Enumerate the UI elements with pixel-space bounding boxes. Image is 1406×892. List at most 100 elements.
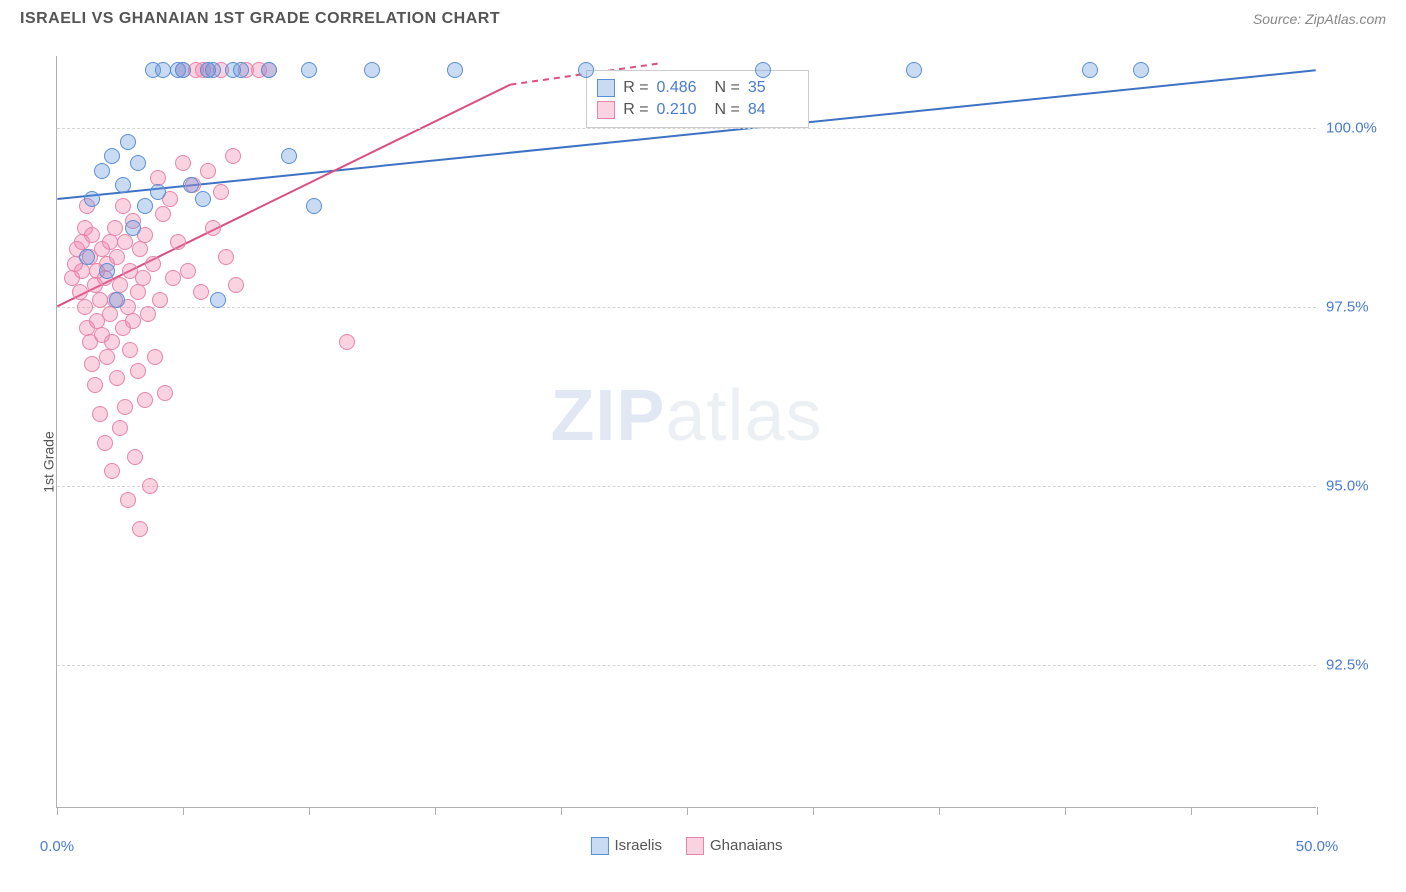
data-point-pink: [152, 292, 168, 308]
series-legend: Israelis Ghanaians: [590, 837, 782, 855]
data-point-blue: [99, 263, 115, 279]
data-point-pink: [115, 198, 131, 214]
y-tick-label: 92.5%: [1326, 656, 1386, 673]
legend-label: Israelis: [614, 837, 662, 854]
data-point-blue: [125, 220, 141, 236]
data-point-pink: [339, 334, 355, 350]
data-point-blue: [79, 249, 95, 265]
data-point-pink: [137, 392, 153, 408]
y-tick-label: 95.0%: [1326, 477, 1386, 494]
data-point-pink: [135, 270, 151, 286]
data-point-pink: [87, 377, 103, 393]
data-point-blue: [906, 62, 922, 78]
n-label: N =: [715, 101, 740, 119]
stats-legend-box: R =0.486N =35R =0.210N =84: [586, 70, 809, 128]
data-point-pink: [145, 256, 161, 272]
data-point-blue: [1082, 62, 1098, 78]
trend-lines: [57, 56, 1316, 807]
data-point-pink: [132, 521, 148, 537]
gridline-h: [57, 665, 1316, 666]
r-label: R =: [623, 79, 648, 97]
y-tick-label: 100.0%: [1326, 119, 1386, 136]
legend-swatch-blue: [590, 837, 608, 855]
x-tick: [57, 807, 58, 815]
data-point-pink: [180, 263, 196, 279]
legend-swatch-pink: [597, 101, 615, 119]
data-point-pink: [200, 163, 216, 179]
data-point-blue: [301, 62, 317, 78]
data-point-pink: [130, 284, 146, 300]
chart-title: ISRAELI VS GHANAIAN 1ST GRADE CORRELATIO…: [20, 10, 500, 28]
data-point-pink: [104, 334, 120, 350]
data-point-pink: [84, 356, 100, 372]
data-point-pink: [109, 370, 125, 386]
data-point-blue: [183, 177, 199, 193]
data-point-pink: [104, 463, 120, 479]
x-tick-label: 50.0%: [1296, 838, 1339, 855]
data-point-blue: [155, 62, 171, 78]
data-point-pink: [213, 184, 229, 200]
gridline-h: [57, 128, 1316, 129]
data-point-blue: [130, 155, 146, 171]
data-point-blue: [261, 62, 277, 78]
data-point-blue: [109, 292, 125, 308]
x-tick: [1191, 807, 1192, 815]
data-point-pink: [77, 299, 93, 315]
data-point-pink: [102, 306, 118, 322]
data-point-pink: [165, 270, 181, 286]
data-point-pink: [92, 292, 108, 308]
legend-label: Ghanaians: [710, 837, 783, 854]
data-point-blue: [233, 62, 249, 78]
data-point-blue: [578, 62, 594, 78]
data-point-pink: [228, 277, 244, 293]
data-point-blue: [175, 62, 191, 78]
data-point-pink: [132, 241, 148, 257]
n-value: 35: [748, 79, 798, 97]
data-point-pink: [97, 435, 113, 451]
x-tick: [183, 807, 184, 815]
legend-item-blue: Israelis: [590, 837, 662, 855]
data-point-pink: [107, 220, 123, 236]
data-point-pink: [84, 227, 100, 243]
data-point-pink: [147, 349, 163, 365]
data-point-pink: [225, 148, 241, 164]
data-point-blue: [84, 191, 100, 207]
data-point-pink: [125, 313, 141, 329]
r-value: 0.210: [657, 101, 707, 119]
x-tick: [813, 807, 814, 815]
legend-swatch-pink: [686, 837, 704, 855]
data-point-blue: [115, 177, 131, 193]
data-point-pink: [193, 284, 209, 300]
data-point-pink: [112, 277, 128, 293]
data-point-blue: [364, 62, 380, 78]
data-point-blue: [306, 198, 322, 214]
y-axis-label: 1st Grade: [41, 431, 57, 492]
data-point-pink: [130, 363, 146, 379]
x-tick: [1065, 807, 1066, 815]
watermark-zip: ZIP: [550, 376, 665, 456]
data-point-pink: [218, 249, 234, 265]
data-point-blue: [150, 184, 166, 200]
data-point-pink: [109, 249, 125, 265]
source-attribution: Source: ZipAtlas.com: [1253, 11, 1386, 27]
data-point-blue: [195, 191, 211, 207]
data-point-pink: [120, 492, 136, 508]
stats-row-blue: R =0.486N =35: [597, 77, 798, 99]
gridline-h: [57, 486, 1316, 487]
y-tick-label: 97.5%: [1326, 298, 1386, 315]
data-point-blue: [137, 198, 153, 214]
data-point-pink: [127, 449, 143, 465]
data-point-blue: [210, 292, 226, 308]
data-point-pink: [112, 420, 128, 436]
x-tick: [1317, 807, 1318, 815]
data-point-pink: [205, 220, 221, 236]
data-point-blue: [205, 62, 221, 78]
watermark: ZIPatlas: [550, 375, 822, 457]
data-point-pink: [92, 406, 108, 422]
data-point-pink: [140, 306, 156, 322]
n-value: 84: [748, 101, 798, 119]
chart-area: 1st Grade ZIPatlas R =0.486N =35R =0.210…: [20, 42, 1386, 882]
r-label: R =: [623, 101, 648, 119]
plot-region: ZIPatlas R =0.486N =35R =0.210N =84 Isra…: [56, 56, 1316, 808]
data-point-pink: [142, 478, 158, 494]
